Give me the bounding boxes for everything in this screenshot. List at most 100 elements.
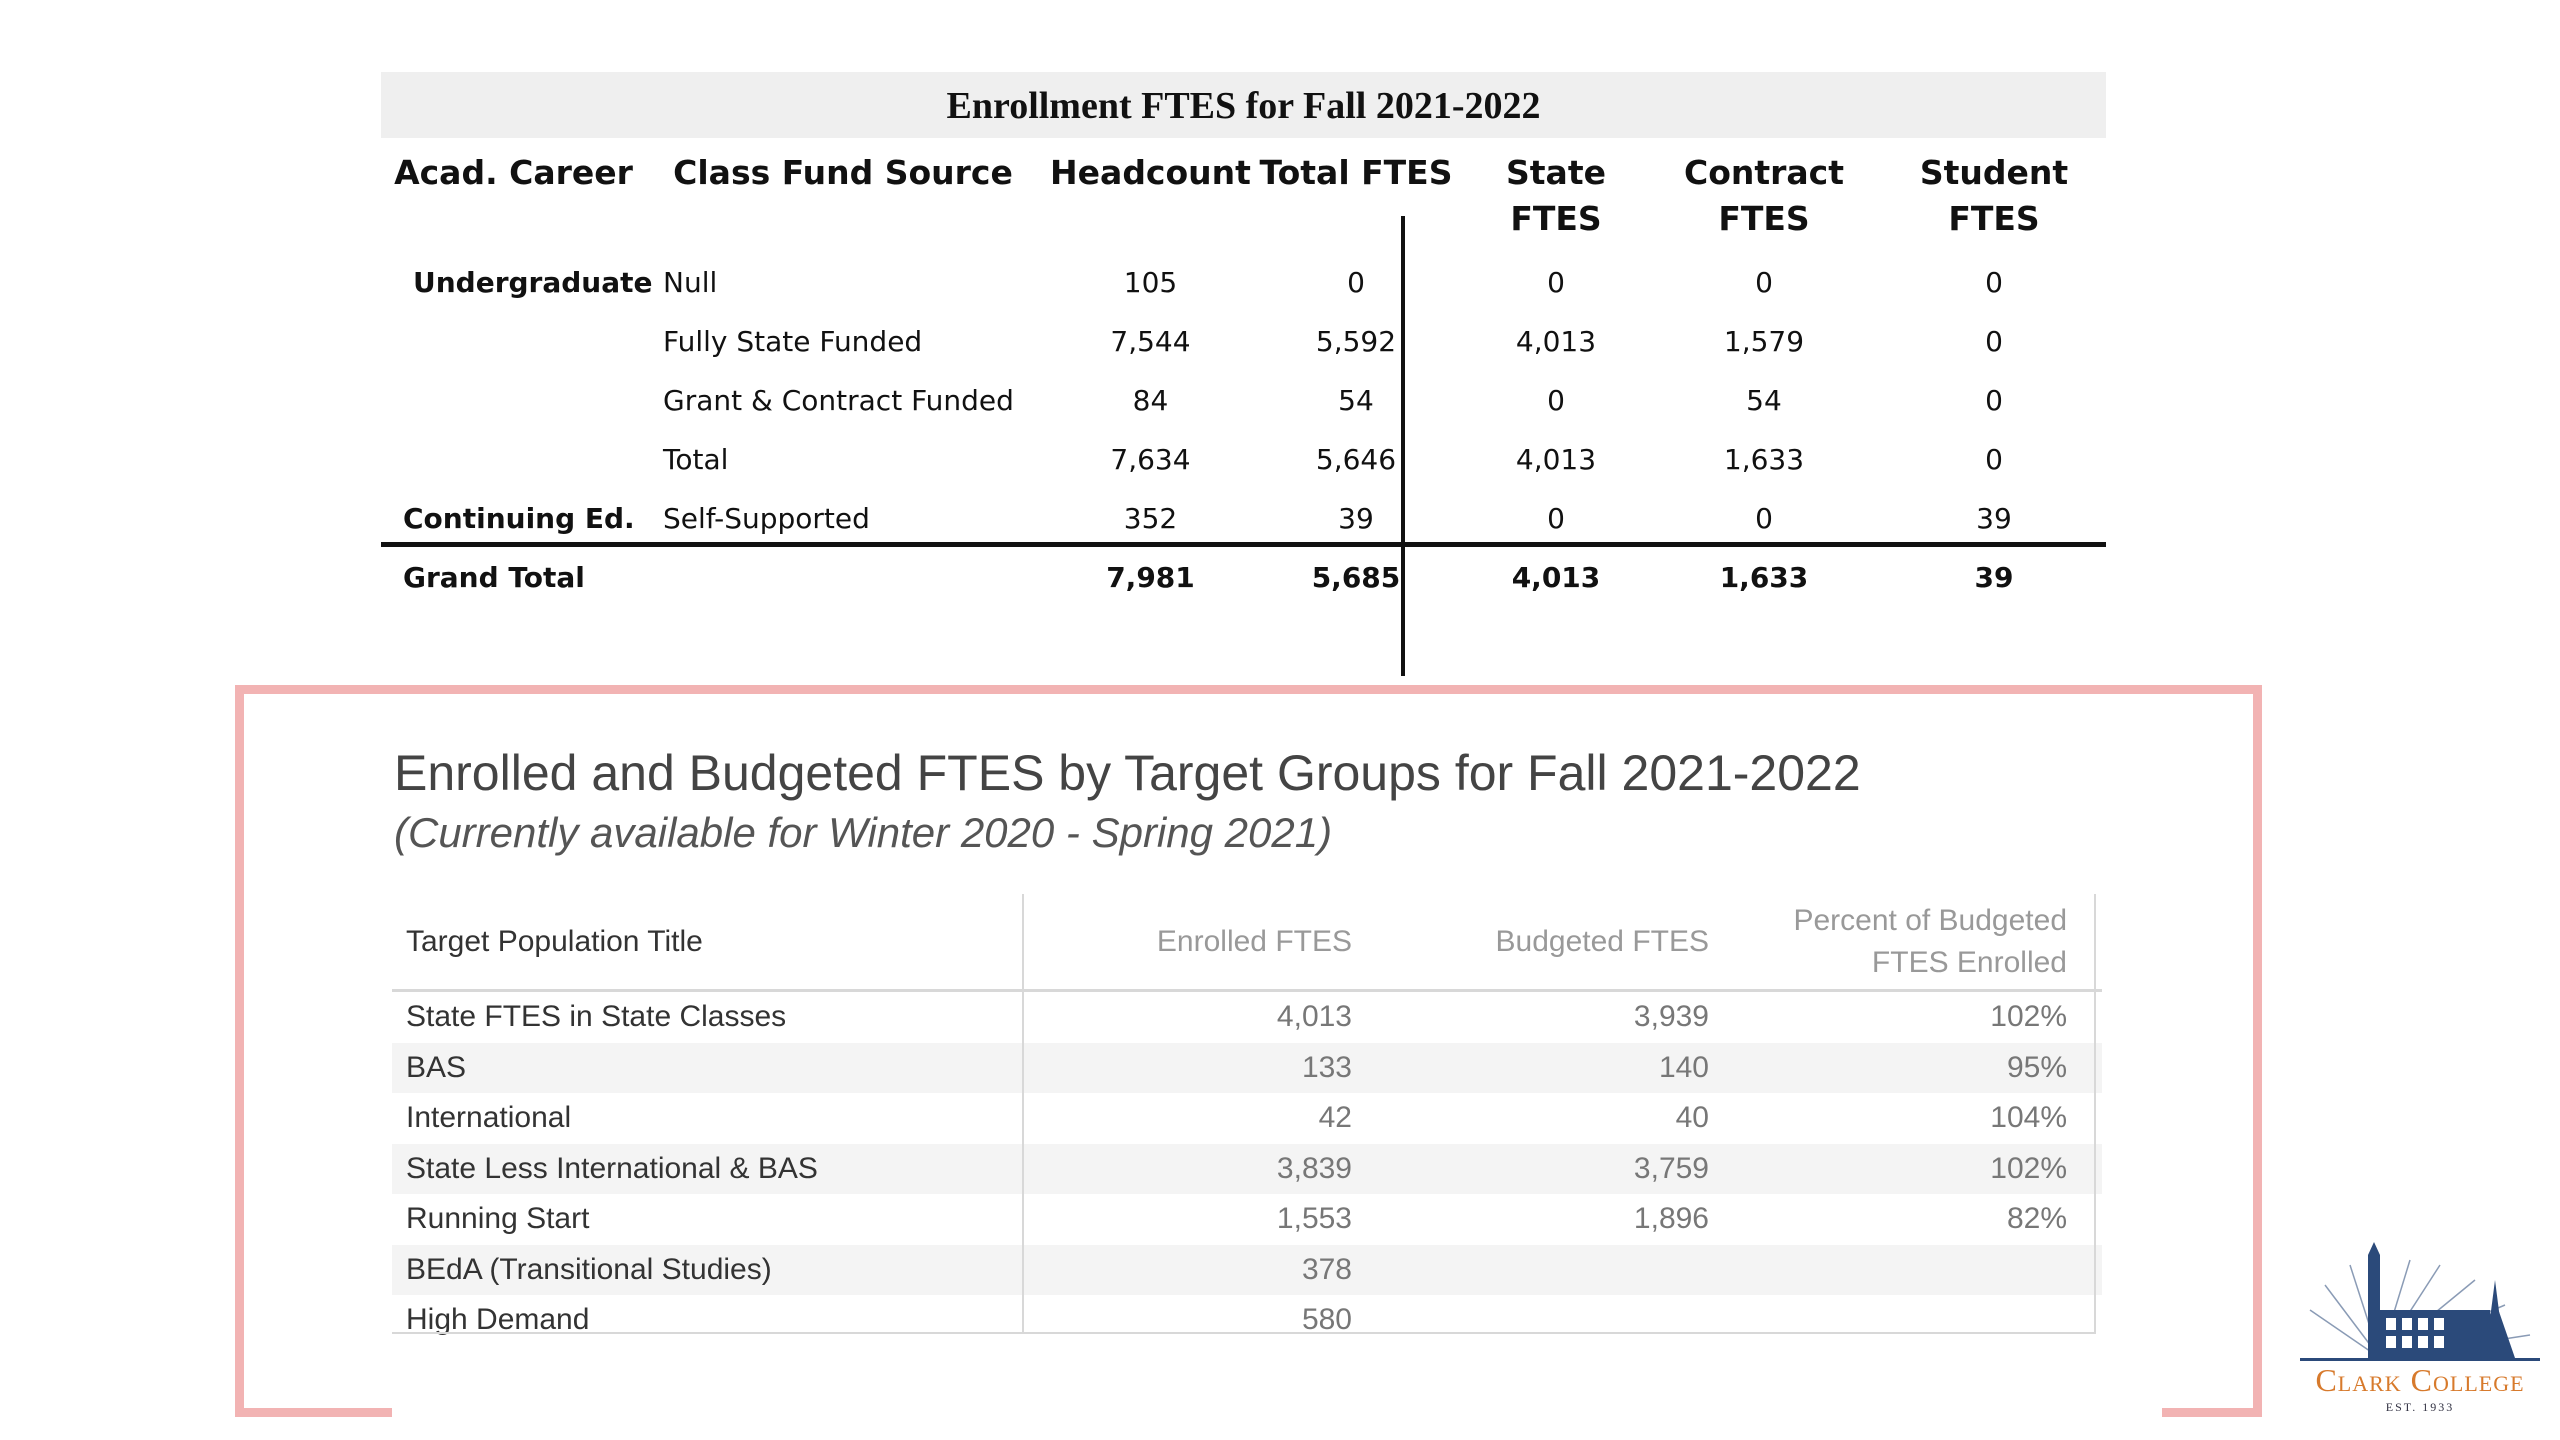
grand-total-row: Grand Total 7,981 5,685 4,013 1,633 39 bbox=[381, 548, 2106, 607]
cell-target-name: State FTES in State Classes bbox=[406, 1000, 787, 1034]
target-groups-subtitle: (Currently available for Winter 2020 - S… bbox=[394, 809, 1333, 856]
college-building-icon bbox=[2300, 1242, 2540, 1361]
cell-headcount: 7,634 bbox=[1110, 443, 1191, 476]
table-row: Fully State Funded 7,544 5,592 4,013 1,5… bbox=[381, 312, 2106, 371]
table-row: Running Start 1,553 1,896 82% bbox=[392, 1194, 2102, 1245]
table-row: State Less International & BAS 3,839 3,7… bbox=[392, 1143, 2102, 1194]
header-contract-ftes: Contract FTES bbox=[1683, 153, 1845, 238]
header-headcount: Headcount bbox=[1050, 153, 1251, 192]
header-target-population: Target Population Title bbox=[406, 924, 703, 958]
cell-contract-ftes: 0 bbox=[1755, 502, 1773, 535]
cell-state-ftes: 0 bbox=[1547, 266, 1565, 299]
cell-total-ftes: 5,646 bbox=[1315, 443, 1397, 476]
cell-target-name: BAS bbox=[406, 1050, 467, 1084]
cell-target-name: Running Start bbox=[406, 1202, 590, 1236]
cell-state-ftes: 4,013 bbox=[1515, 325, 1597, 358]
logo-established: EST. 1933 bbox=[2385, 1400, 2455, 1414]
cell-source: Null bbox=[663, 266, 718, 299]
cell-source: Self-Supported bbox=[663, 502, 870, 535]
cell-headcount: 105 bbox=[1123, 266, 1178, 299]
cell-state-ftes: 4,013 bbox=[1515, 443, 1597, 476]
cell-contract-ftes: 1,579 bbox=[1723, 325, 1805, 358]
cell-percent: 102% bbox=[1990, 1151, 2067, 1185]
cell-career bbox=[381, 371, 653, 430]
table-bottom-border bbox=[392, 1332, 2096, 1334]
cell-enrolled: 378 bbox=[1301, 1252, 1352, 1286]
cell-student-ftes: 0 bbox=[1985, 325, 2003, 358]
cell-career: Continuing Ed. bbox=[403, 502, 635, 535]
table-row: Continuing Ed. Self-Supported 352 39 0 0… bbox=[381, 489, 2106, 548]
grand-total-student-ftes: 39 bbox=[1974, 561, 2014, 594]
cell-contract-ftes: 1,633 bbox=[1723, 443, 1805, 476]
cell-budgeted bbox=[1372, 1245, 1709, 1296]
cell-target-name: International bbox=[406, 1101, 572, 1135]
table-row: BEdA (Transitional Studies) 378 bbox=[392, 1244, 2102, 1296]
cell-enrolled: 3,839 bbox=[1276, 1151, 1352, 1185]
grand-total-total-ftes: 5,685 bbox=[1311, 561, 1401, 594]
cell-headcount: 7,544 bbox=[1110, 325, 1191, 358]
cell-budgeted: 3,759 bbox=[1633, 1151, 1709, 1185]
cell-enrolled: 42 bbox=[1318, 1101, 1352, 1135]
grand-total-contract-ftes: 1,633 bbox=[1719, 561, 1809, 594]
cell-enrolled: 4,013 bbox=[1276, 1000, 1352, 1034]
cell-percent: 82% bbox=[2006, 1202, 2067, 1236]
cell-career bbox=[381, 430, 653, 489]
frame-gap bbox=[392, 1407, 2162, 1417]
column-divider bbox=[1022, 894, 1024, 1332]
cell-student-ftes: 0 bbox=[1985, 384, 2003, 417]
header-acad-career: Acad. Career bbox=[394, 153, 633, 192]
table-row: Grant & Contract Funded 84 54 0 54 0 bbox=[381, 371, 2106, 430]
cell-student-ftes: 39 bbox=[1976, 502, 2012, 535]
cell-budgeted bbox=[1372, 1295, 1709, 1346]
cell-budgeted: 40 bbox=[1675, 1101, 1709, 1135]
target-groups-table: Target Population Title Enrolled FTES Bu… bbox=[392, 894, 2102, 1346]
clark-college-logo: Clark College EST. 1933 bbox=[2290, 1240, 2550, 1420]
grand-total-state-ftes: 4,013 bbox=[1511, 561, 1601, 594]
cell-enrolled: 1,553 bbox=[1276, 1202, 1352, 1236]
cell-student-ftes: 0 bbox=[1985, 266, 2003, 299]
cell-total-ftes: 5,592 bbox=[1315, 325, 1397, 358]
cell-headcount: 352 bbox=[1123, 502, 1178, 535]
table-row: BAS 133 140 95% bbox=[392, 1042, 2102, 1093]
cell-career: Undergraduate bbox=[413, 266, 653, 299]
cell-enrolled: 580 bbox=[1301, 1303, 1352, 1337]
header-enrolled-ftes: Enrolled FTES bbox=[1156, 924, 1352, 958]
cell-budgeted: 1,896 bbox=[1633, 1202, 1709, 1236]
cell-enrolled: 133 bbox=[1301, 1050, 1352, 1084]
column-divider bbox=[1401, 216, 1405, 676]
cell-source: Grant & Contract Funded bbox=[663, 384, 1014, 417]
cell-budgeted: 3,939 bbox=[1633, 1000, 1709, 1034]
enrollment-table: Enrollment FTES for Fall 2021-2022 Acad.… bbox=[381, 72, 2106, 676]
cell-target-name: BEdA (Transitional Studies) bbox=[406, 1252, 772, 1286]
table-row: Total 7,634 5,646 4,013 1,633 0 bbox=[381, 430, 2106, 489]
header-state-ftes: State FTES bbox=[1506, 153, 1606, 238]
cell-contract-ftes: 54 bbox=[1746, 384, 1782, 417]
cell-percent: 102% bbox=[1990, 1000, 2067, 1034]
cell-state-ftes: 0 bbox=[1547, 384, 1565, 417]
table-row: High Demand 580 bbox=[392, 1295, 2102, 1346]
cell-total-ftes: 54 bbox=[1338, 384, 1374, 417]
header-student-ftes: Student FTES bbox=[1919, 153, 2069, 238]
cell-percent bbox=[1732, 1295, 2067, 1346]
cell-career bbox=[381, 312, 653, 371]
table-row: State FTES in State Classes 4,013 3,939 … bbox=[392, 992, 2102, 1043]
cell-percent: 95% bbox=[2006, 1050, 2067, 1084]
enrollment-table-title: Enrollment FTES for Fall 2021-2022 bbox=[381, 72, 2106, 138]
cell-contract-ftes: 0 bbox=[1755, 266, 1773, 299]
header-percent-budgeted: Percent of Budgeted FTES Enrolled bbox=[1793, 903, 2067, 979]
logo-college-name: Clark College bbox=[2315, 1362, 2525, 1398]
target-groups-panel: Enrolled and Budgeted FTES by Target Gro… bbox=[235, 685, 2262, 1417]
enrollment-table-header: Acad. Career Class Fund Source Headcount… bbox=[381, 138, 2106, 253]
cell-target-name: High Demand bbox=[406, 1303, 590, 1337]
table-row: International 42 40 104% bbox=[392, 1093, 2102, 1144]
target-table-header: Target Population Title Enrolled FTES Bu… bbox=[392, 894, 2102, 992]
cell-headcount: 84 bbox=[1132, 384, 1169, 417]
cell-total-ftes: 0 bbox=[1347, 266, 1365, 299]
target-groups-title: Enrolled and Budgeted FTES by Target Gro… bbox=[394, 745, 1861, 801]
cell-percent: 104% bbox=[1990, 1101, 2067, 1135]
grand-total-label: Grand Total bbox=[403, 561, 585, 594]
cell-source: Fully State Funded bbox=[663, 325, 923, 358]
table-right-border bbox=[2094, 894, 2096, 1332]
header-class-fund-source: Class Fund Source bbox=[673, 153, 1013, 192]
table-row: Undergraduate Null 105 0 0 0 0 bbox=[381, 253, 2106, 312]
